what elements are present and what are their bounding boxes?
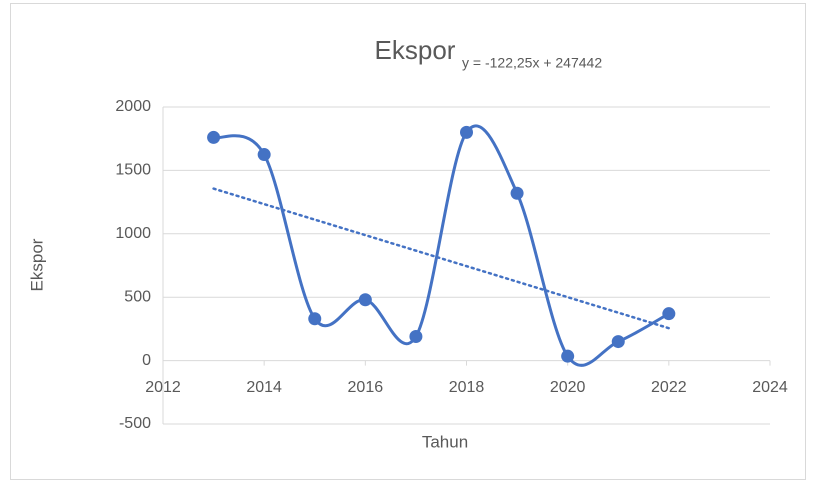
x-tick-label: 2022 [651, 379, 687, 396]
data-point [460, 125, 473, 139]
trendline-equation: y = -122,25x + 247442 [462, 55, 602, 71]
data-point [207, 130, 221, 144]
y-tick-label: 500 [124, 288, 151, 305]
data-point [561, 349, 575, 363]
y-tick-label: 1000 [115, 225, 151, 242]
y-tick-label: -500 [119, 415, 151, 432]
x-tick-label: 2014 [246, 379, 282, 396]
y-tick-label: 0 [142, 352, 151, 369]
y-axis-title: Ekspor [27, 238, 46, 291]
trendline [212, 187, 671, 330]
data-point [662, 307, 676, 321]
data-point [308, 312, 322, 326]
x-tick-label: 2012 [145, 379, 181, 396]
x-tick-label: 2016 [348, 379, 384, 396]
y-tick-label: 2000 [115, 98, 151, 115]
data-point [409, 330, 423, 344]
data-point [611, 335, 625, 349]
x-tick-label: 2024 [752, 379, 788, 396]
series-line [213, 124, 670, 367]
data-point [257, 148, 271, 162]
chart-border [10, 3, 806, 480]
y-tick-label: 1500 [115, 162, 151, 179]
data-point [358, 293, 372, 307]
x-tick-label: 2020 [550, 379, 586, 396]
x-axis-title: Tahun [422, 432, 468, 451]
chart-title: Ekspor [375, 35, 456, 65]
data-point [510, 186, 524, 200]
x-tick-label: 2018 [449, 379, 485, 396]
